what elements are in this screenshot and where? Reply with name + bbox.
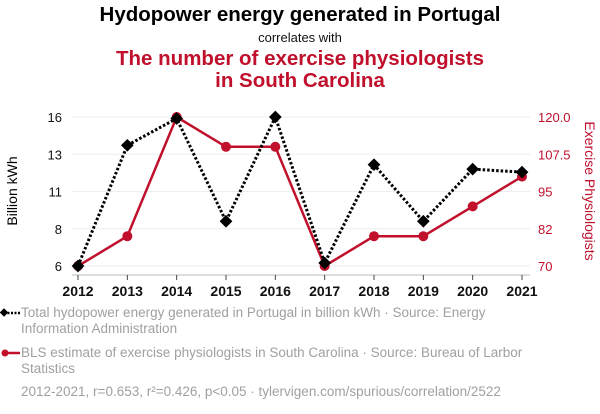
x-tick-label: 2020 bbox=[457, 283, 488, 299]
hydropower-point bbox=[170, 112, 184, 125]
hydropower-point bbox=[318, 256, 332, 270]
y-axis-left: 6 8 11 13 16 bbox=[48, 110, 62, 274]
y-right-tick-label: 95 bbox=[538, 185, 552, 200]
hydropower-point bbox=[367, 158, 381, 172]
y-axis-right: 70 82 95 107.5 120.0 bbox=[538, 110, 571, 274]
chart-title-secondary: The number of exercise physiologists in … bbox=[0, 48, 600, 92]
chart-title-secondary-line1: The number of exercise physiologists bbox=[116, 47, 484, 70]
x-tick-label: 2013 bbox=[112, 283, 143, 299]
physiologists-point bbox=[467, 201, 478, 212]
hydropower-point bbox=[466, 162, 480, 176]
chart-title: Hydopower energy generated in Portugal bbox=[99, 3, 501, 26]
x-tick-label: 2021 bbox=[506, 283, 537, 299]
legend-label-physiologists: BLS estimate of exercise physiologists i… bbox=[21, 345, 523, 376]
physiologists-point bbox=[369, 231, 379, 242]
physiologists-point bbox=[122, 231, 133, 242]
y-left-tick-label: 11 bbox=[49, 185, 63, 200]
physiologists-point bbox=[270, 141, 281, 152]
y-right-tick-label: 120.0 bbox=[538, 110, 571, 125]
chart-title-secondary-line2: in South Carolina bbox=[215, 69, 385, 92]
footer-stats: 2012-2021, r=0.653, r²=0.426, p<0.05 · t… bbox=[21, 384, 501, 399]
hydropower-point bbox=[268, 110, 282, 124]
y-right-tick-label: 70 bbox=[538, 259, 552, 274]
x-tick-label: 2012 bbox=[62, 283, 93, 299]
y-left-tick-label: 13 bbox=[48, 147, 62, 162]
x-axis: 2012 2013 2014 2015 2016 2017 2018 2019 2020 2021 bbox=[62, 274, 538, 299]
legend-label-hydropower: Total hydopower energy generated in Port… bbox=[21, 305, 486, 336]
x-tick-label: 2017 bbox=[309, 283, 340, 299]
hydropower-point bbox=[219, 214, 233, 228]
hydropower-line bbox=[76, 113, 523, 267]
x-tick-label: 2015 bbox=[210, 283, 241, 299]
physiologists-point bbox=[221, 141, 231, 152]
chart: 2012 2013 2014 2015 2016 2017 2018 2019 2020 2021… bbox=[4, 110, 598, 299]
x-tick-label: 2014 bbox=[161, 283, 192, 299]
y-left-tick-label: 6 bbox=[55, 259, 62, 274]
chart-subtitle: correlates with bbox=[258, 30, 342, 45]
legend-diamond-dotted-icon bbox=[0, 308, 20, 317]
x-tick-label: 2019 bbox=[408, 283, 439, 299]
hydropower-point bbox=[120, 138, 134, 152]
x-tick-label: 2016 bbox=[260, 283, 291, 299]
y-axis-right-label: Exercise Physiologists bbox=[582, 121, 598, 260]
physiologists-line bbox=[77, 115, 523, 268]
y-axis-left-label: Billion kWh bbox=[4, 156, 20, 225]
x-tick-label: 2018 bbox=[358, 283, 389, 299]
gridlines bbox=[72, 116, 530, 267]
physiologists-point bbox=[418, 231, 429, 242]
y-left-tick-label: 8 bbox=[55, 222, 62, 237]
y-left-tick-label: 16 bbox=[48, 110, 62, 125]
y-right-tick-label: 107.5 bbox=[538, 147, 571, 162]
y-right-tick-label: 82 bbox=[538, 222, 552, 237]
hydropower-point bbox=[416, 214, 430, 228]
series-hydropower bbox=[71, 110, 529, 273]
legend-circle-line-icon bbox=[1, 349, 20, 357]
hydropower-point bbox=[71, 259, 85, 273]
